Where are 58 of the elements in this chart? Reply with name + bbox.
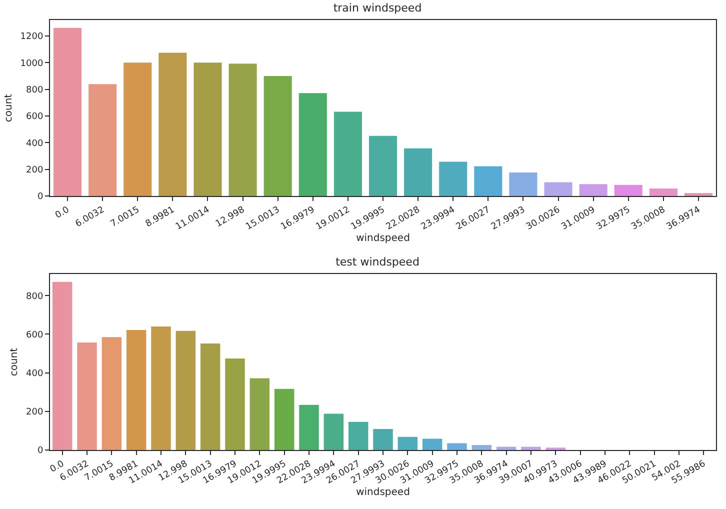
bar bbox=[54, 28, 82, 196]
bar bbox=[194, 62, 222, 196]
bar bbox=[649, 188, 678, 196]
bar bbox=[299, 404, 319, 450]
bar bbox=[124, 62, 152, 196]
bar bbox=[447, 443, 467, 450]
bar bbox=[373, 428, 393, 450]
y-tick-label: 0 bbox=[37, 446, 44, 456]
bar bbox=[324, 414, 344, 450]
bar bbox=[264, 76, 292, 196]
x-tick-label: 0.0 bbox=[54, 205, 72, 221]
x-axis-title: windspeed bbox=[356, 232, 410, 244]
bar bbox=[474, 166, 502, 196]
chart-title: train windspeed bbox=[333, 2, 422, 15]
bar bbox=[102, 337, 122, 450]
bar bbox=[52, 282, 72, 450]
bar bbox=[422, 438, 442, 450]
bar bbox=[614, 184, 642, 196]
y-tick-label: 400 bbox=[26, 138, 44, 149]
y-tick-label: 600 bbox=[26, 330, 44, 340]
chart-title: test windspeed bbox=[336, 256, 420, 269]
bar bbox=[398, 436, 418, 450]
bar bbox=[126, 330, 146, 450]
bar bbox=[274, 388, 294, 450]
bar bbox=[77, 342, 97, 450]
bar bbox=[88, 84, 117, 196]
bar bbox=[579, 184, 608, 196]
bar bbox=[684, 193, 712, 196]
bar bbox=[472, 444, 492, 450]
y-axis-title: count bbox=[9, 348, 20, 376]
bar bbox=[228, 64, 257, 196]
bar bbox=[158, 52, 187, 196]
bar bbox=[368, 136, 398, 196]
y-tick-label: 200 bbox=[26, 165, 44, 176]
bar bbox=[348, 422, 368, 450]
bar bbox=[439, 162, 468, 196]
bar bbox=[404, 148, 432, 196]
y-tick-label: 1200 bbox=[20, 32, 44, 42]
bar bbox=[200, 343, 220, 450]
bar bbox=[496, 446, 516, 450]
bar bbox=[521, 446, 541, 450]
bar bbox=[544, 182, 572, 196]
y-tick-label: 400 bbox=[26, 368, 44, 379]
bar bbox=[225, 358, 245, 450]
y-tick-label: 1000 bbox=[20, 58, 44, 69]
y-tick-label: 200 bbox=[26, 408, 44, 418]
bar bbox=[176, 330, 196, 450]
y-tick-label: 600 bbox=[26, 112, 44, 122]
bar bbox=[509, 172, 538, 196]
bar bbox=[334, 112, 362, 196]
x-axis-title: windspeed bbox=[356, 486, 410, 498]
y-tick-label: 800 bbox=[26, 292, 44, 302]
y-axis-title: count bbox=[3, 94, 14, 122]
y-tick-label: 800 bbox=[26, 85, 44, 96]
bar bbox=[250, 378, 270, 450]
y-tick-label: 0 bbox=[37, 192, 44, 202]
bar bbox=[298, 93, 327, 196]
bar bbox=[151, 326, 171, 450]
